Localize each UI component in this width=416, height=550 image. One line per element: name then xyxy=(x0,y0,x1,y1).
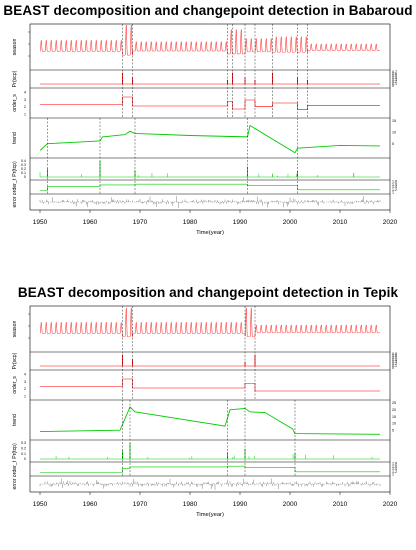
x-tick-label: 1960 xyxy=(83,501,98,508)
ordert-tick-label: 1 xyxy=(392,473,394,477)
tcp-tick-label: 0.1 xyxy=(21,452,26,456)
panel-label-orders: order_s xyxy=(12,94,18,112)
tcp-tick-label: 0 xyxy=(24,457,26,461)
panel-label-tcp: Pr(tcp) xyxy=(12,443,18,459)
scp-tick-label: 0.4 xyxy=(392,76,397,80)
tcp-tick-label: 0.2 xyxy=(21,167,26,171)
orders-tick-label: 1 xyxy=(24,113,26,117)
plot-frame xyxy=(29,23,391,211)
chart-title-babaroud: BEAST decomposition and changepoint dete… xyxy=(3,3,413,18)
trend-tick-label: 15 xyxy=(392,415,396,419)
trend-tick-label: 20 xyxy=(392,408,396,412)
scp-tick-label: 0.8 xyxy=(392,352,397,356)
panel-label-ordert: order_t xyxy=(12,460,18,477)
panel-label-error: error xyxy=(12,478,18,489)
orders-tick-label: 2 xyxy=(24,387,26,391)
panel-label-error: error xyxy=(12,196,18,207)
ordert-tick-label: 1.4 xyxy=(392,185,397,189)
ordert-tick-label: 1.6 xyxy=(392,464,397,468)
order-trend-line xyxy=(40,183,380,191)
scp-tick-label: 0.6 xyxy=(392,354,397,358)
ordert-tick-label: 1.4 xyxy=(392,467,397,471)
x-tick-label: 1950 xyxy=(33,219,48,226)
scp-tick-label: 0.1 xyxy=(392,82,397,86)
panel-label-tcp: Pr(tcp) xyxy=(12,161,18,177)
x-tick-label: 1970 xyxy=(133,501,148,508)
x-axis-label: Time(year) xyxy=(196,512,224,518)
plot-frame xyxy=(29,305,391,493)
tcp-tick-label: 0.4 xyxy=(21,159,26,163)
tcp-tick-label: 0 xyxy=(24,175,26,179)
panel-label-ordert: order_t xyxy=(12,178,18,195)
trend-tick-label: 5 xyxy=(392,142,394,146)
season-series-line xyxy=(39,24,380,56)
scp-tick-label: 0.5 xyxy=(392,74,397,78)
x-tick-label: 1960 xyxy=(83,219,98,226)
scp-tick-label: 0.1 xyxy=(392,364,397,368)
x-tick-label: 1990 xyxy=(233,219,248,226)
x-tick-label: 2020 xyxy=(383,501,398,508)
trend-tick-label: 15 xyxy=(392,119,396,123)
orders-tick-label: 4 xyxy=(24,91,26,95)
ordert-tick-label: 1.2 xyxy=(392,470,397,474)
panel-label-trend: trend xyxy=(12,132,18,144)
panel-label-trend: trend xyxy=(12,414,18,426)
scp-tick-label: 0.6 xyxy=(392,72,397,76)
trend-series-line xyxy=(39,406,381,435)
x-tick-label: 1980 xyxy=(183,501,198,508)
scp-tick-label: 0.3 xyxy=(392,78,397,82)
ordert-tick-label: 1.2 xyxy=(392,188,397,192)
orders-tick-label: 1 xyxy=(24,395,26,399)
trend-tick-label: 25 xyxy=(392,401,396,405)
x-tick-label: 2010 xyxy=(333,501,348,508)
x-tick-label: 1970 xyxy=(133,219,148,226)
x-tick-label: 1990 xyxy=(233,501,248,508)
scp-tick-label: 0.3 xyxy=(392,360,397,364)
trend-tick-label: 10 xyxy=(392,131,396,135)
panel-label-season: season xyxy=(12,39,18,56)
chart-title-tepik: BEAST decomposition and changepoint dete… xyxy=(17,285,399,300)
scp-tick-label: 0.2 xyxy=(392,362,397,366)
panel-label-season: season xyxy=(12,321,18,338)
orders-tick-label: 3 xyxy=(24,98,26,102)
scp-tick-label: 0.2 xyxy=(392,80,397,84)
scp-tick-label: 0 xyxy=(392,84,394,88)
x-tick-label: 2000 xyxy=(283,501,298,508)
ordert-tick-label: 1 xyxy=(392,191,394,195)
scp-tick-label: 0.7 xyxy=(392,70,397,74)
x-tick-label: 2020 xyxy=(383,219,398,226)
scp-tick-label: 0 xyxy=(392,366,394,370)
x-tick-label: 2010 xyxy=(333,219,348,226)
ordert-tick-label: 1.8 xyxy=(392,180,397,184)
x-axis-label: Time(year) xyxy=(196,230,224,236)
x-tick-label: 1980 xyxy=(183,219,198,226)
scp-tick-label: 0.4 xyxy=(392,358,397,362)
x-tick-label: 1950 xyxy=(33,501,48,508)
ordert-tick-label: 1.6 xyxy=(392,182,397,186)
trend-series-line xyxy=(39,124,381,154)
panel-label-scp: Pr(scp) xyxy=(12,352,18,369)
panel-label-orders: order_s xyxy=(12,376,18,394)
trend-tick-label: 5 xyxy=(392,428,394,432)
orders-tick-label: 3 xyxy=(24,380,26,384)
scp-tick-label: 0.5 xyxy=(392,356,397,360)
tcp-tick-label: 0.3 xyxy=(21,441,26,445)
panel-label-scp: Pr(scp) xyxy=(12,70,18,87)
tcp-tick-label: 0.3 xyxy=(21,163,26,167)
tcp-tick-label: 0.1 xyxy=(21,171,26,175)
order-season-line xyxy=(40,378,380,392)
trend-tick-label: 10 xyxy=(392,422,396,426)
tcp-tick-label: 0.2 xyxy=(21,447,26,451)
ordert-tick-label: 1.8 xyxy=(392,462,397,466)
orders-tick-label: 4 xyxy=(24,373,26,377)
orders-tick-label: 2 xyxy=(24,105,26,109)
order-season-line xyxy=(40,96,380,110)
season-series-line xyxy=(39,307,380,337)
x-tick-label: 2000 xyxy=(283,219,298,226)
order-trend-line xyxy=(40,465,380,473)
